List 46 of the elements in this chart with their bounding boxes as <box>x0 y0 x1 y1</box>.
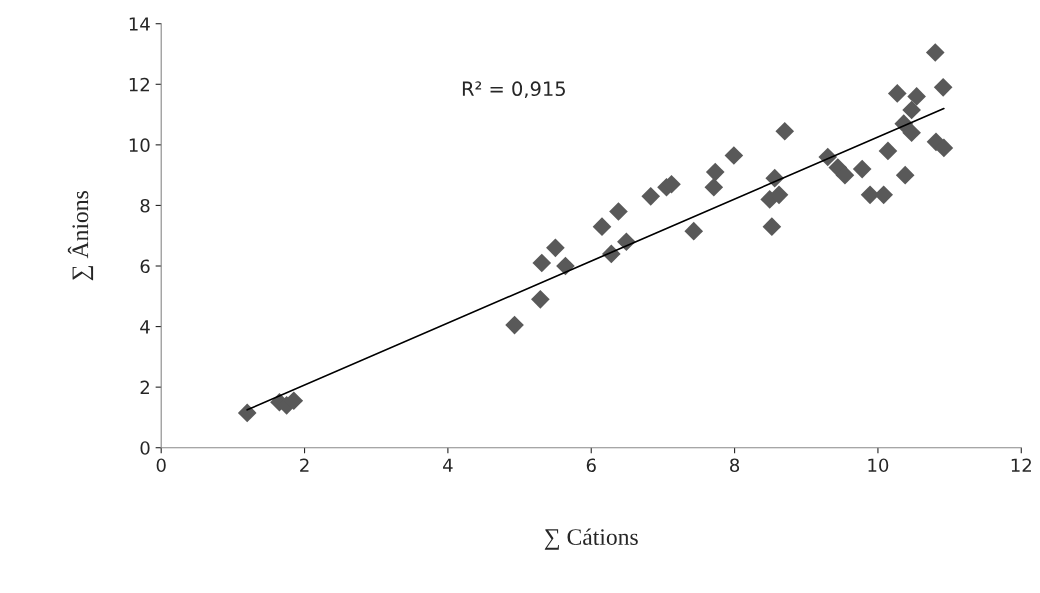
point <box>532 253 552 273</box>
x-tick-label: 8 <box>730 458 740 473</box>
point <box>835 165 855 185</box>
point <box>934 138 954 158</box>
point <box>887 84 907 103</box>
y-tick-label: 10 <box>129 138 150 152</box>
point <box>902 123 921 143</box>
x-tick-label: 2 <box>300 458 309 472</box>
point <box>609 202 628 221</box>
point <box>237 403 257 423</box>
x-tick-label: 12 <box>1011 458 1031 472</box>
point <box>902 100 921 120</box>
point <box>724 146 744 165</box>
point <box>860 185 880 205</box>
annotation: R² = 0,915 <box>462 81 565 99</box>
point <box>878 141 898 161</box>
point <box>704 177 724 197</box>
y-tick-label: 2 <box>140 380 149 394</box>
point <box>852 159 872 179</box>
y-tick-label: 0 <box>140 441 150 455</box>
point <box>762 217 782 236</box>
point <box>775 121 795 141</box>
y-tick-label: 4 <box>140 320 150 334</box>
point <box>933 78 953 97</box>
point <box>769 185 789 205</box>
point <box>895 165 915 185</box>
point <box>546 238 565 258</box>
x-axis-title: ∑ Cátions <box>544 528 638 550</box>
x-tick-label: 0 <box>156 458 166 473</box>
point <box>531 290 550 309</box>
y-tick-label: 12 <box>129 77 149 92</box>
point <box>684 221 704 241</box>
point <box>505 315 524 335</box>
point <box>907 87 926 106</box>
y-tick-label: 14 <box>129 17 150 31</box>
point <box>641 187 661 206</box>
y-tick-label: 8 <box>140 198 150 213</box>
x-tick-label: 10 <box>868 458 889 473</box>
y-tick-label: 6 <box>140 259 150 274</box>
point <box>705 162 725 182</box>
point <box>925 43 945 62</box>
x-tick-label: 4 <box>443 458 453 472</box>
x-tick-label: 6 <box>586 458 596 473</box>
point <box>592 217 612 236</box>
point <box>874 185 893 205</box>
y-axis-title: ∑ Ânions <box>67 191 94 281</box>
